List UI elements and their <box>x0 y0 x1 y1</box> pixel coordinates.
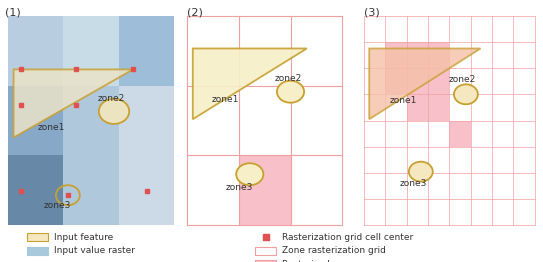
Bar <box>64 155 118 225</box>
Bar <box>428 68 450 94</box>
Polygon shape <box>369 48 481 119</box>
Ellipse shape <box>236 163 263 185</box>
Ellipse shape <box>409 162 433 182</box>
Text: zone3: zone3 <box>43 201 71 210</box>
Bar <box>407 42 428 68</box>
Text: zone3: zone3 <box>400 179 427 188</box>
Ellipse shape <box>277 81 304 103</box>
Polygon shape <box>193 48 307 119</box>
Bar <box>364 16 535 225</box>
Text: zone2: zone2 <box>274 74 301 83</box>
Text: Rasterization grid cell center: Rasterization grid cell center <box>282 233 414 242</box>
Text: Input feature: Input feature <box>54 233 113 242</box>
Text: zone1: zone1 <box>38 123 65 132</box>
Bar <box>407 94 428 121</box>
Bar <box>385 42 407 68</box>
Text: zone2: zone2 <box>98 94 125 103</box>
Ellipse shape <box>99 99 129 124</box>
Bar <box>27 247 48 255</box>
Text: zone3: zone3 <box>225 183 252 192</box>
Bar <box>385 68 407 94</box>
Text: Input value raster: Input value raster <box>54 246 135 255</box>
Text: zone2: zone2 <box>449 75 476 84</box>
Text: zone1: zone1 <box>389 96 416 105</box>
Text: (2): (2) <box>187 8 203 18</box>
Polygon shape <box>14 69 133 138</box>
Text: (1): (1) <box>5 8 21 18</box>
Bar <box>255 260 276 262</box>
Ellipse shape <box>454 84 478 104</box>
Bar <box>187 16 342 225</box>
Bar <box>8 16 64 86</box>
Bar <box>239 155 291 225</box>
Text: (3): (3) <box>364 8 380 18</box>
Bar <box>407 68 428 94</box>
Bar <box>118 155 174 225</box>
Bar <box>64 16 118 86</box>
Text: Rasterized zone: Rasterized zone <box>282 260 355 262</box>
Bar <box>428 94 450 121</box>
Bar <box>450 121 471 147</box>
Bar <box>8 155 64 225</box>
Bar <box>118 86 174 155</box>
Bar <box>118 16 174 86</box>
Bar <box>428 42 450 68</box>
Bar <box>255 247 276 255</box>
Text: zone1: zone1 <box>212 95 239 104</box>
Bar <box>27 233 48 241</box>
Bar <box>64 86 118 155</box>
Text: Zone rasterization grid: Zone rasterization grid <box>282 246 386 255</box>
Bar <box>8 86 64 155</box>
